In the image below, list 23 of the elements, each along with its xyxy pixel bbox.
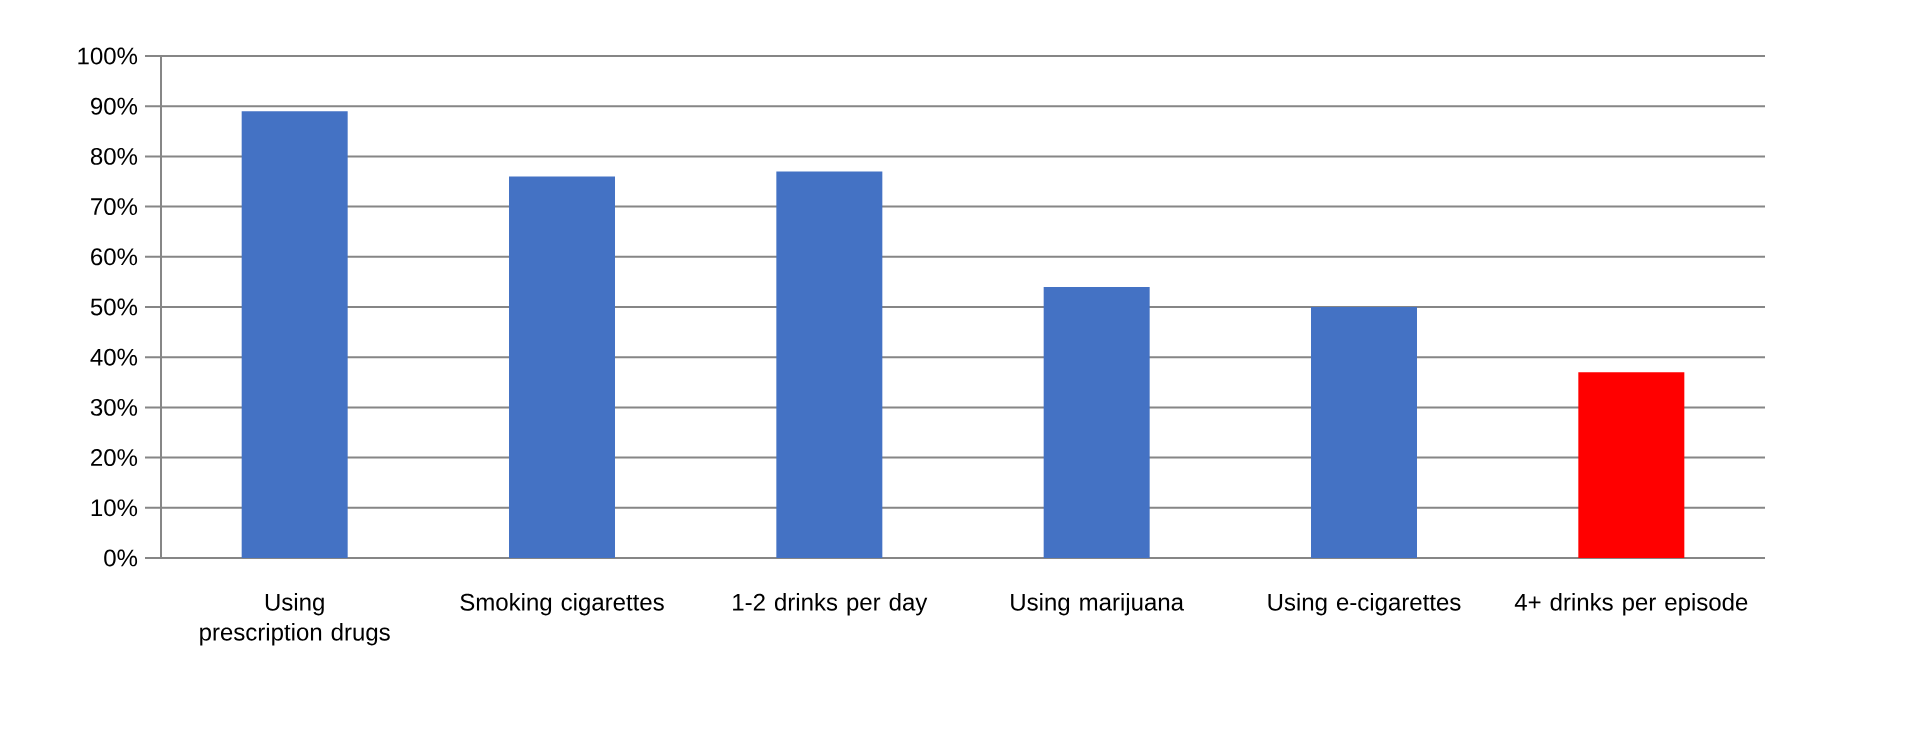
y-tick-label: 0% — [104, 549, 138, 567]
x-tick-label: 1-2 drinks per day — [733, 593, 928, 616]
y-tick-label: 10% — [91, 499, 138, 517]
y-tick-label: 90% — [91, 97, 138, 115]
y-tick-label: 70% — [91, 198, 138, 216]
y-tick-label: 20% — [91, 449, 138, 467]
y-tick-label: 50% — [90, 298, 138, 316]
y-tick-label: 60% — [91, 248, 138, 266]
y-tick-label: 30% — [90, 398, 138, 416]
bar — [776, 171, 883, 558]
bar — [241, 111, 348, 558]
y-tick-label: 80% — [90, 147, 138, 165]
bar — [1311, 306, 1417, 558]
bar — [509, 176, 615, 558]
x-tick-label: Smoking cigarettes — [460, 593, 664, 616]
bar — [1043, 286, 1150, 558]
x-tick-label: Using marijuana — [1011, 593, 1184, 616]
bar — [1578, 372, 1685, 558]
y-tick-label: 100% — [78, 47, 138, 65]
x-tick-label: Using e-cigarettes — [1268, 593, 1461, 616]
x-tick-label: Using prescription drugs — [200, 593, 390, 646]
x-tick-label: 4+ drinks per episode — [1514, 593, 1748, 616]
y-tick-label: 40% — [90, 348, 138, 366]
